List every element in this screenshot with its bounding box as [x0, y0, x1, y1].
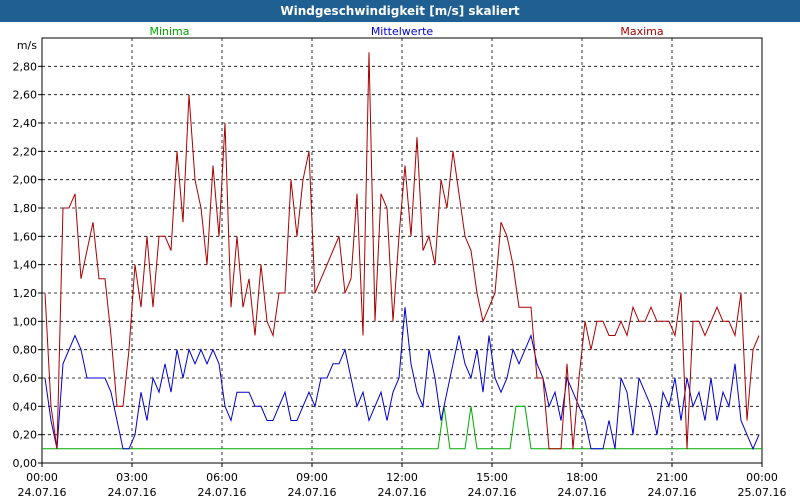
- x-tick-time-label: 15:00: [476, 471, 508, 484]
- y-tick-label: 2,80: [13, 60, 38, 73]
- wind-speed-chart: 0,00 0,20 0,40 0,60 0,80 1,00 1,20 1,40 1,60 1,80…: [13, 25, 787, 499]
- x-tick-time-label: 21:00: [656, 471, 688, 484]
- legend-mittelwerte: Mittelwerte: [371, 25, 434, 38]
- y-tick-label: 1,40: [13, 259, 38, 272]
- x-tick-date-label: 24.07.16: [558, 486, 607, 499]
- legend-maxima: Maxima: [620, 25, 663, 38]
- y-tick-label: 0,40: [13, 400, 38, 413]
- x-tick-time-label: 12:00: [386, 471, 418, 484]
- x-tick-date-label: 24.07.16: [648, 486, 697, 499]
- y-tick-label: 1,00: [13, 315, 38, 328]
- x-tick-date-label: 24.07.16: [378, 486, 427, 499]
- x-tick-date-label: 24.07.16: [198, 486, 247, 499]
- series-line-mittelwerte: [44, 307, 760, 451]
- y-tick-label: 2,20: [13, 145, 38, 158]
- y-tick-label: 1,80: [13, 202, 38, 215]
- y-tick-label: 0,20: [13, 429, 38, 442]
- x-tick-date-label: 24.07.16: [288, 486, 337, 499]
- x-tick-time-label: 00:00: [746, 471, 778, 484]
- x-tick-date-label: 24.07.16: [108, 486, 157, 499]
- x-tick-date-label: 24.07.16: [468, 486, 517, 499]
- y-tick-label: 0,80: [13, 344, 38, 357]
- x-tick-time-label: 03:00: [116, 471, 148, 484]
- y-tick-label: 0,60: [13, 372, 38, 385]
- y-tick-label: 2,00: [13, 174, 38, 187]
- y-tick-label: 2,60: [13, 89, 38, 102]
- x-tick-date-label: 24.07.16: [18, 486, 67, 499]
- y-axis-label: m/s: [17, 39, 37, 52]
- legend-minima: Minima: [149, 25, 189, 38]
- y-tick-label: 1,20: [13, 287, 38, 300]
- x-tick-date-label: 25.07.16: [738, 486, 787, 499]
- window-title: Windgeschwindigkeit [m/s] skaliert: [0, 0, 800, 22]
- x-tick-time-label: 00:00: [26, 471, 58, 484]
- series-line-maxima: [44, 52, 760, 450]
- y-tick-label: 0,00: [13, 457, 38, 470]
- y-tick-label: 2,40: [13, 117, 38, 130]
- x-tick-time-label: 06:00: [206, 471, 238, 484]
- y-tick-label: 1,60: [13, 230, 38, 243]
- x-tick-time-label: 18:00: [566, 471, 598, 484]
- x-tick-time-label: 09:00: [296, 471, 328, 484]
